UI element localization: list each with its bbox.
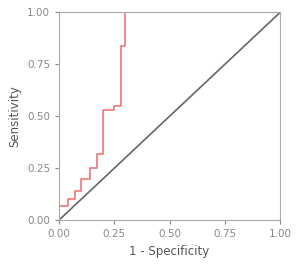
Y-axis label: Sensitivity: Sensitivity: [8, 85, 21, 147]
X-axis label: 1 - Specificity: 1 - Specificity: [130, 245, 210, 258]
